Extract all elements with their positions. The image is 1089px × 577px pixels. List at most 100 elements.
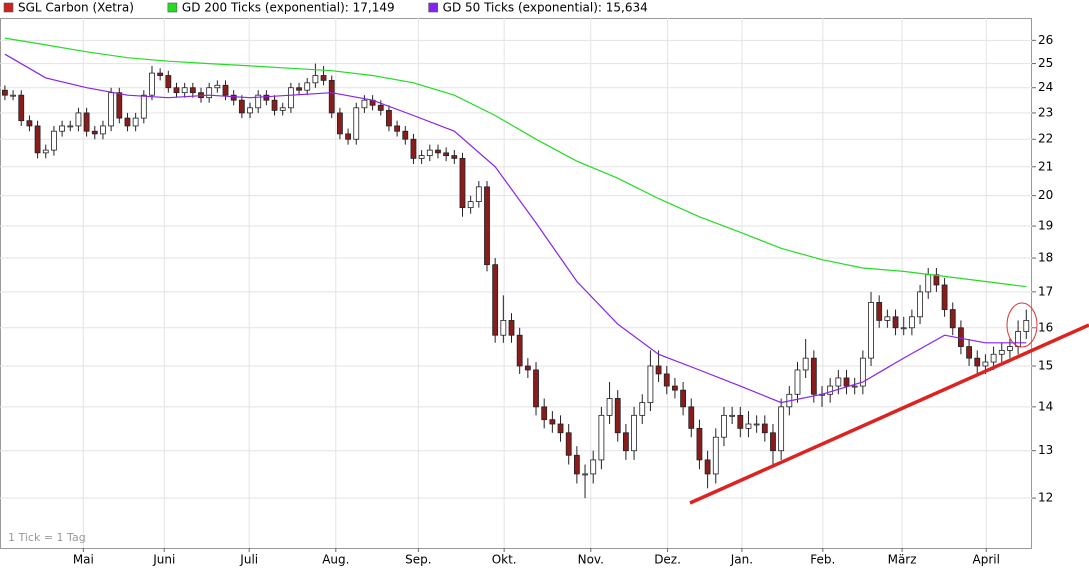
candle-body: [26, 120, 33, 127]
moving-average-line: [4, 53, 1027, 404]
candle-body: [386, 109, 392, 127]
candle-body: [516, 334, 523, 367]
candle-body: [230, 94, 237, 101]
candle-body: [165, 75, 172, 89]
x-tick-label: Okt.: [492, 553, 517, 567]
candle-body: [475, 186, 482, 203]
candle-body: [745, 423, 752, 429]
grid: [0, 18, 1036, 552]
candle-body: [222, 84, 229, 96]
moving-average-line: [4, 37, 1027, 288]
candle-body: [238, 99, 245, 114]
x-tick-label: Feb.: [810, 553, 835, 567]
candle-body: [124, 117, 131, 127]
candle-body: [492, 264, 499, 336]
candle-body: [647, 365, 654, 404]
candle-body: [680, 389, 686, 408]
y-tick-label: 26: [1038, 33, 1053, 47]
candle-body: [802, 357, 809, 371]
legend-label: SGL Carbon (Xetra): [18, 1, 134, 15]
candle-body: [508, 320, 515, 336]
legend-swatch: [167, 2, 178, 13]
y-tick-label: 12: [1038, 491, 1053, 505]
candle-body: [2, 89, 8, 96]
x-tick-label: Jan.: [730, 553, 753, 567]
candle-body: [459, 157, 466, 209]
y-tick-label: 22: [1038, 132, 1053, 146]
candle-body: [443, 152, 450, 157]
candle-body: [835, 377, 842, 387]
candle-body: [582, 473, 588, 476]
candle-body: [998, 350, 1005, 355]
candle-body: [173, 87, 180, 94]
legend-swatch: [3, 2, 14, 13]
candle-body: [753, 423, 760, 426]
candle-body: [876, 302, 883, 321]
candle-body: [410, 138, 417, 159]
candle-body: [712, 436, 719, 475]
x-tick-label: Juli: [239, 553, 258, 567]
candle-body: [328, 79, 335, 114]
candle-body: [83, 112, 90, 132]
y-tick-label: 23: [1038, 105, 1053, 119]
candle-body: [67, 125, 74, 128]
candle-body: [91, 130, 98, 135]
candle-body: [623, 432, 629, 452]
candle-body: [418, 155, 425, 159]
candle-body: [157, 72, 164, 76]
y-tick-label: 24: [1038, 80, 1053, 94]
candle-body: [892, 316, 899, 329]
candle-body: [810, 357, 817, 395]
candle-body: [345, 133, 351, 140]
candle-body: [941, 284, 948, 310]
candle-body: [296, 87, 302, 91]
candle-body: [524, 365, 531, 371]
candle-body: [34, 125, 41, 154]
candle-body: [533, 369, 539, 408]
candle-body: [59, 125, 65, 132]
candle-body: [116, 92, 123, 119]
candle-body: [271, 99, 278, 111]
y-tick-label: 14: [1038, 399, 1053, 413]
y-tick-label: 16: [1038, 320, 1053, 334]
candle-body: [1015, 331, 1022, 347]
y-tick-label: 20: [1038, 188, 1053, 202]
candle-body: [214, 84, 221, 89]
candle-body: [541, 406, 548, 421]
candle-body: [353, 107, 360, 140]
y-tick-label: 19: [1038, 219, 1053, 233]
candle-body: [402, 130, 409, 140]
candle-body: [974, 357, 981, 367]
candle-body: [606, 398, 613, 416]
candle-body: [467, 201, 474, 209]
x-tick-label: Nov.: [578, 553, 604, 567]
x-tick-label: Aug.: [322, 553, 349, 567]
candle-body: [925, 274, 932, 293]
candle-body: [304, 82, 311, 91]
candle-body: [108, 92, 115, 127]
x-tick-label: Mai: [73, 553, 94, 567]
legend-swatch: [428, 2, 438, 13]
candle-body: [958, 327, 964, 347]
candle-body: [778, 406, 785, 452]
x-tick-label: März: [888, 553, 917, 567]
candle-body: [696, 427, 703, 461]
candle-body: [287, 87, 294, 109]
candle-body: [900, 327, 907, 330]
highlight-circle: [1006, 302, 1038, 348]
candle-body: [247, 107, 253, 114]
candle-body: [149, 72, 155, 96]
candle-body: [868, 302, 874, 359]
candle-body: [573, 454, 580, 475]
candle-body: [189, 87, 196, 94]
candle-body: [361, 99, 368, 109]
candle-body: [132, 117, 139, 127]
candle-body: [688, 406, 695, 429]
candle-body: [263, 94, 270, 101]
candle-body: [140, 94, 147, 119]
candle-body: [770, 432, 776, 452]
legend-label: GD 200 Ticks (exponential): 17,149: [182, 1, 395, 15]
y-tick-label: 21: [1038, 159, 1053, 173]
candle-body: [255, 94, 262, 109]
